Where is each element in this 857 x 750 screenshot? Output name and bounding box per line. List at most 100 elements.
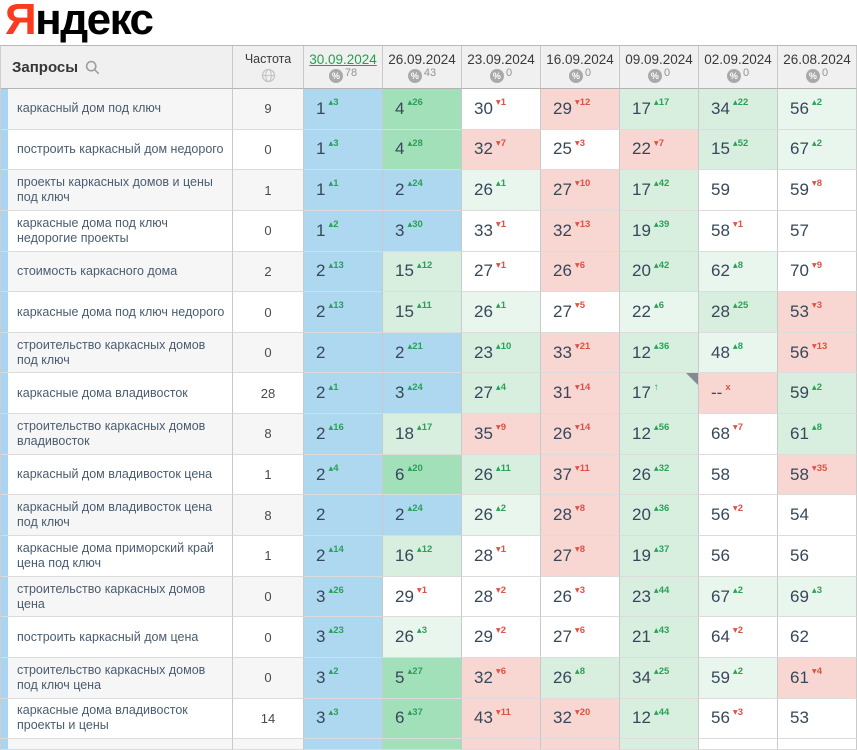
position-cell[interactable]: 12 ▴56 <box>620 414 699 455</box>
position-cell[interactable]: 1 ▴2 <box>304 210 383 252</box>
position-cell[interactable]: 34 ▴25 <box>620 657 699 699</box>
position-cell[interactable]: 22 ▾7 <box>620 129 699 171</box>
position-cell[interactable]: 28 ▾8 <box>541 495 620 537</box>
query-cell[interactable]: строительство каркасных домов под ключ ц… <box>1 657 233 699</box>
position-cell[interactable]: 15 ▴52 <box>699 129 778 171</box>
position-cell[interactable]: 59 <box>699 170 778 211</box>
position-cell[interactable]: 33 ▾21 <box>541 332 620 374</box>
position-cell[interactable]: 15 ▴11 <box>383 292 462 333</box>
position-cell[interactable]: 2 <box>304 332 383 374</box>
position-cell[interactable]: 19 ▴39 <box>620 210 699 252</box>
position-cell[interactable]: 56 ▾2 <box>699 495 778 537</box>
position-cell[interactable]: 26 ▴32 <box>620 454 699 496</box>
query-cell[interactable]: построить каркасный дом недорого <box>1 129 233 171</box>
position-cell[interactable]: 53 ▾3 <box>778 292 857 333</box>
date-header-label[interactable]: 30.09.2024 <box>309 52 377 67</box>
position-cell[interactable]: 28 ▾2 <box>462 576 541 618</box>
date-column-header[interactable]: 26.08.2024% 0 <box>778 46 857 89</box>
position-cell[interactable]: 23 ▴10 <box>462 332 541 374</box>
query-cell[interactable]: стоимость каркасного дома <box>1 251 233 293</box>
position-cell[interactable]: -- x <box>699 373 778 415</box>
position-cell[interactable]: 23 ▴44 <box>620 576 699 618</box>
position-cell[interactable]: 37 ▾11 <box>541 454 620 496</box>
query-cell[interactable]: каркасные дома владивосток проекты и цен… <box>1 698 233 740</box>
position-cell[interactable]: 3 ▴23 <box>304 617 383 658</box>
position-cell[interactable]: 29 ▾1 <box>383 576 462 618</box>
date-column-header[interactable]: 16.09.2024% 0 <box>541 46 620 89</box>
position-cell[interactable]: 27 ▾10 <box>541 170 620 211</box>
position-cell[interactable]: 26 ▴1 <box>462 292 541 333</box>
position-cell[interactable]: 4 ▴26 <box>383 89 462 130</box>
position-cell[interactable]: 58 <box>699 454 778 496</box>
position-cell[interactable]: 32 ▾20 <box>541 698 620 740</box>
position-cell[interactable]: 33 ▾1 <box>462 210 541 252</box>
position-cell[interactable]: 26 ▴3 <box>383 617 462 658</box>
query-cell[interactable]: проекты каркасных домов и цены под ключ <box>1 170 233 211</box>
position-cell[interactable]: 1 ▴3 <box>304 129 383 171</box>
position-cell[interactable]: 56 ▴2 <box>778 89 857 130</box>
position-cell[interactable]: 61 ▴8 <box>778 414 857 455</box>
position-cell[interactable]: 53 <box>778 698 857 740</box>
position-cell[interactable]: 12 ▴36 <box>620 332 699 374</box>
position-cell[interactable]: 1 ▴3 <box>304 89 383 130</box>
position-cell[interactable]: 2 ▴4 <box>304 454 383 496</box>
date-header-label[interactable]: 23.09.2024 <box>467 52 535 67</box>
date-header-label[interactable]: 02.09.2024 <box>704 52 772 67</box>
position-cell[interactable]: 27 ▴4 <box>462 373 541 415</box>
query-cell[interactable]: строительство каркасных домов цена <box>1 576 233 618</box>
position-cell[interactable]: 67 ▴2 <box>778 129 857 171</box>
position-cell[interactable]: 6 ▴37 <box>383 698 462 740</box>
position-cell[interactable]: 2 ▴24 <box>383 495 462 537</box>
date-header-label[interactable]: 09.09.2024 <box>625 52 693 67</box>
position-cell[interactable]: 59 ▾8 <box>778 170 857 211</box>
position-cell[interactable]: 12 ▴44 <box>620 698 699 740</box>
query-cell[interactable]: каркасные дома под ключ недорого <box>1 292 233 333</box>
position-cell[interactable]: 17 ▴42 <box>620 170 699 211</box>
query-cell[interactable]: строительство каркасных домов под ключ <box>1 332 233 374</box>
query-cell[interactable]: строительство каркасных домов владивосто… <box>1 414 233 455</box>
position-cell[interactable]: 21 ▴43 <box>620 617 699 658</box>
queries-column-header[interactable]: Запросы <box>1 46 233 89</box>
position-cell[interactable]: 26 ▾6 <box>541 251 620 293</box>
position-cell[interactable]: 48 ▴8 <box>699 332 778 374</box>
position-cell[interactable]: 20 ▴42 <box>620 251 699 293</box>
position-cell[interactable]: 31 ▾14 <box>541 373 620 415</box>
position-cell[interactable]: 2 ▴21 <box>383 332 462 374</box>
date-column-header[interactable]: 26.09.2024% 43 <box>383 46 462 89</box>
position-cell[interactable]: 28 ▴25 <box>699 292 778 333</box>
position-cell[interactable]: 19 ▴37 <box>620 536 699 577</box>
position-cell[interactable]: 27 ▾5 <box>541 292 620 333</box>
position-cell[interactable]: 62 <box>778 617 857 658</box>
position-cell[interactable]: 69 ▴3 <box>778 576 857 618</box>
position-cell[interactable]: 57 <box>778 210 857 252</box>
position-cell[interactable]: 32 ▾7 <box>462 129 541 171</box>
date-header-label[interactable]: 16.09.2024 <box>546 52 614 67</box>
position-cell[interactable]: 26 ▴1 <box>462 170 541 211</box>
position-cell[interactable]: 15 ▴12 <box>383 251 462 293</box>
position-cell[interactable]: 26 ▴2 <box>462 495 541 537</box>
position-cell[interactable]: 58 ▾1 <box>699 210 778 252</box>
position-cell[interactable]: 26 ▾3 <box>541 576 620 618</box>
position-cell[interactable]: 64 ▾2 <box>699 617 778 658</box>
position-cell[interactable]: 30 ▾1 <box>462 89 541 130</box>
position-cell[interactable]: 56 <box>778 536 857 577</box>
query-cell[interactable]: каркасный дом владивосток цена <box>1 454 233 496</box>
position-cell[interactable]: 56 ▾3 <box>699 698 778 740</box>
date-column-header[interactable]: 09.09.2024% 0 <box>620 46 699 89</box>
position-cell[interactable]: 17 ↑ <box>620 373 699 415</box>
position-cell[interactable]: 26 ▾14 <box>541 414 620 455</box>
query-cell[interactable]: каркасный дом под ключ <box>1 89 233 130</box>
search-icon[interactable] <box>85 60 100 75</box>
position-cell[interactable]: 35 ▾9 <box>462 414 541 455</box>
position-cell[interactable]: 6 ▴20 <box>383 454 462 496</box>
date-column-header[interactable]: 02.09.2024% 0 <box>699 46 778 89</box>
position-cell[interactable]: 56 <box>699 536 778 577</box>
position-cell[interactable]: 3 ▴2 <box>304 657 383 699</box>
position-cell[interactable]: 26 ▴11 <box>462 454 541 496</box>
position-cell[interactable]: 59 ▴2 <box>778 373 857 415</box>
query-cell[interactable]: каркасные дома приморский край цена под … <box>1 536 233 577</box>
position-cell[interactable]: 2 ▴16 <box>304 414 383 455</box>
position-cell[interactable]: 54 <box>778 495 857 537</box>
position-cell[interactable]: 17 ▴17 <box>620 89 699 130</box>
position-cell[interactable]: 27 ▾1 <box>462 251 541 293</box>
